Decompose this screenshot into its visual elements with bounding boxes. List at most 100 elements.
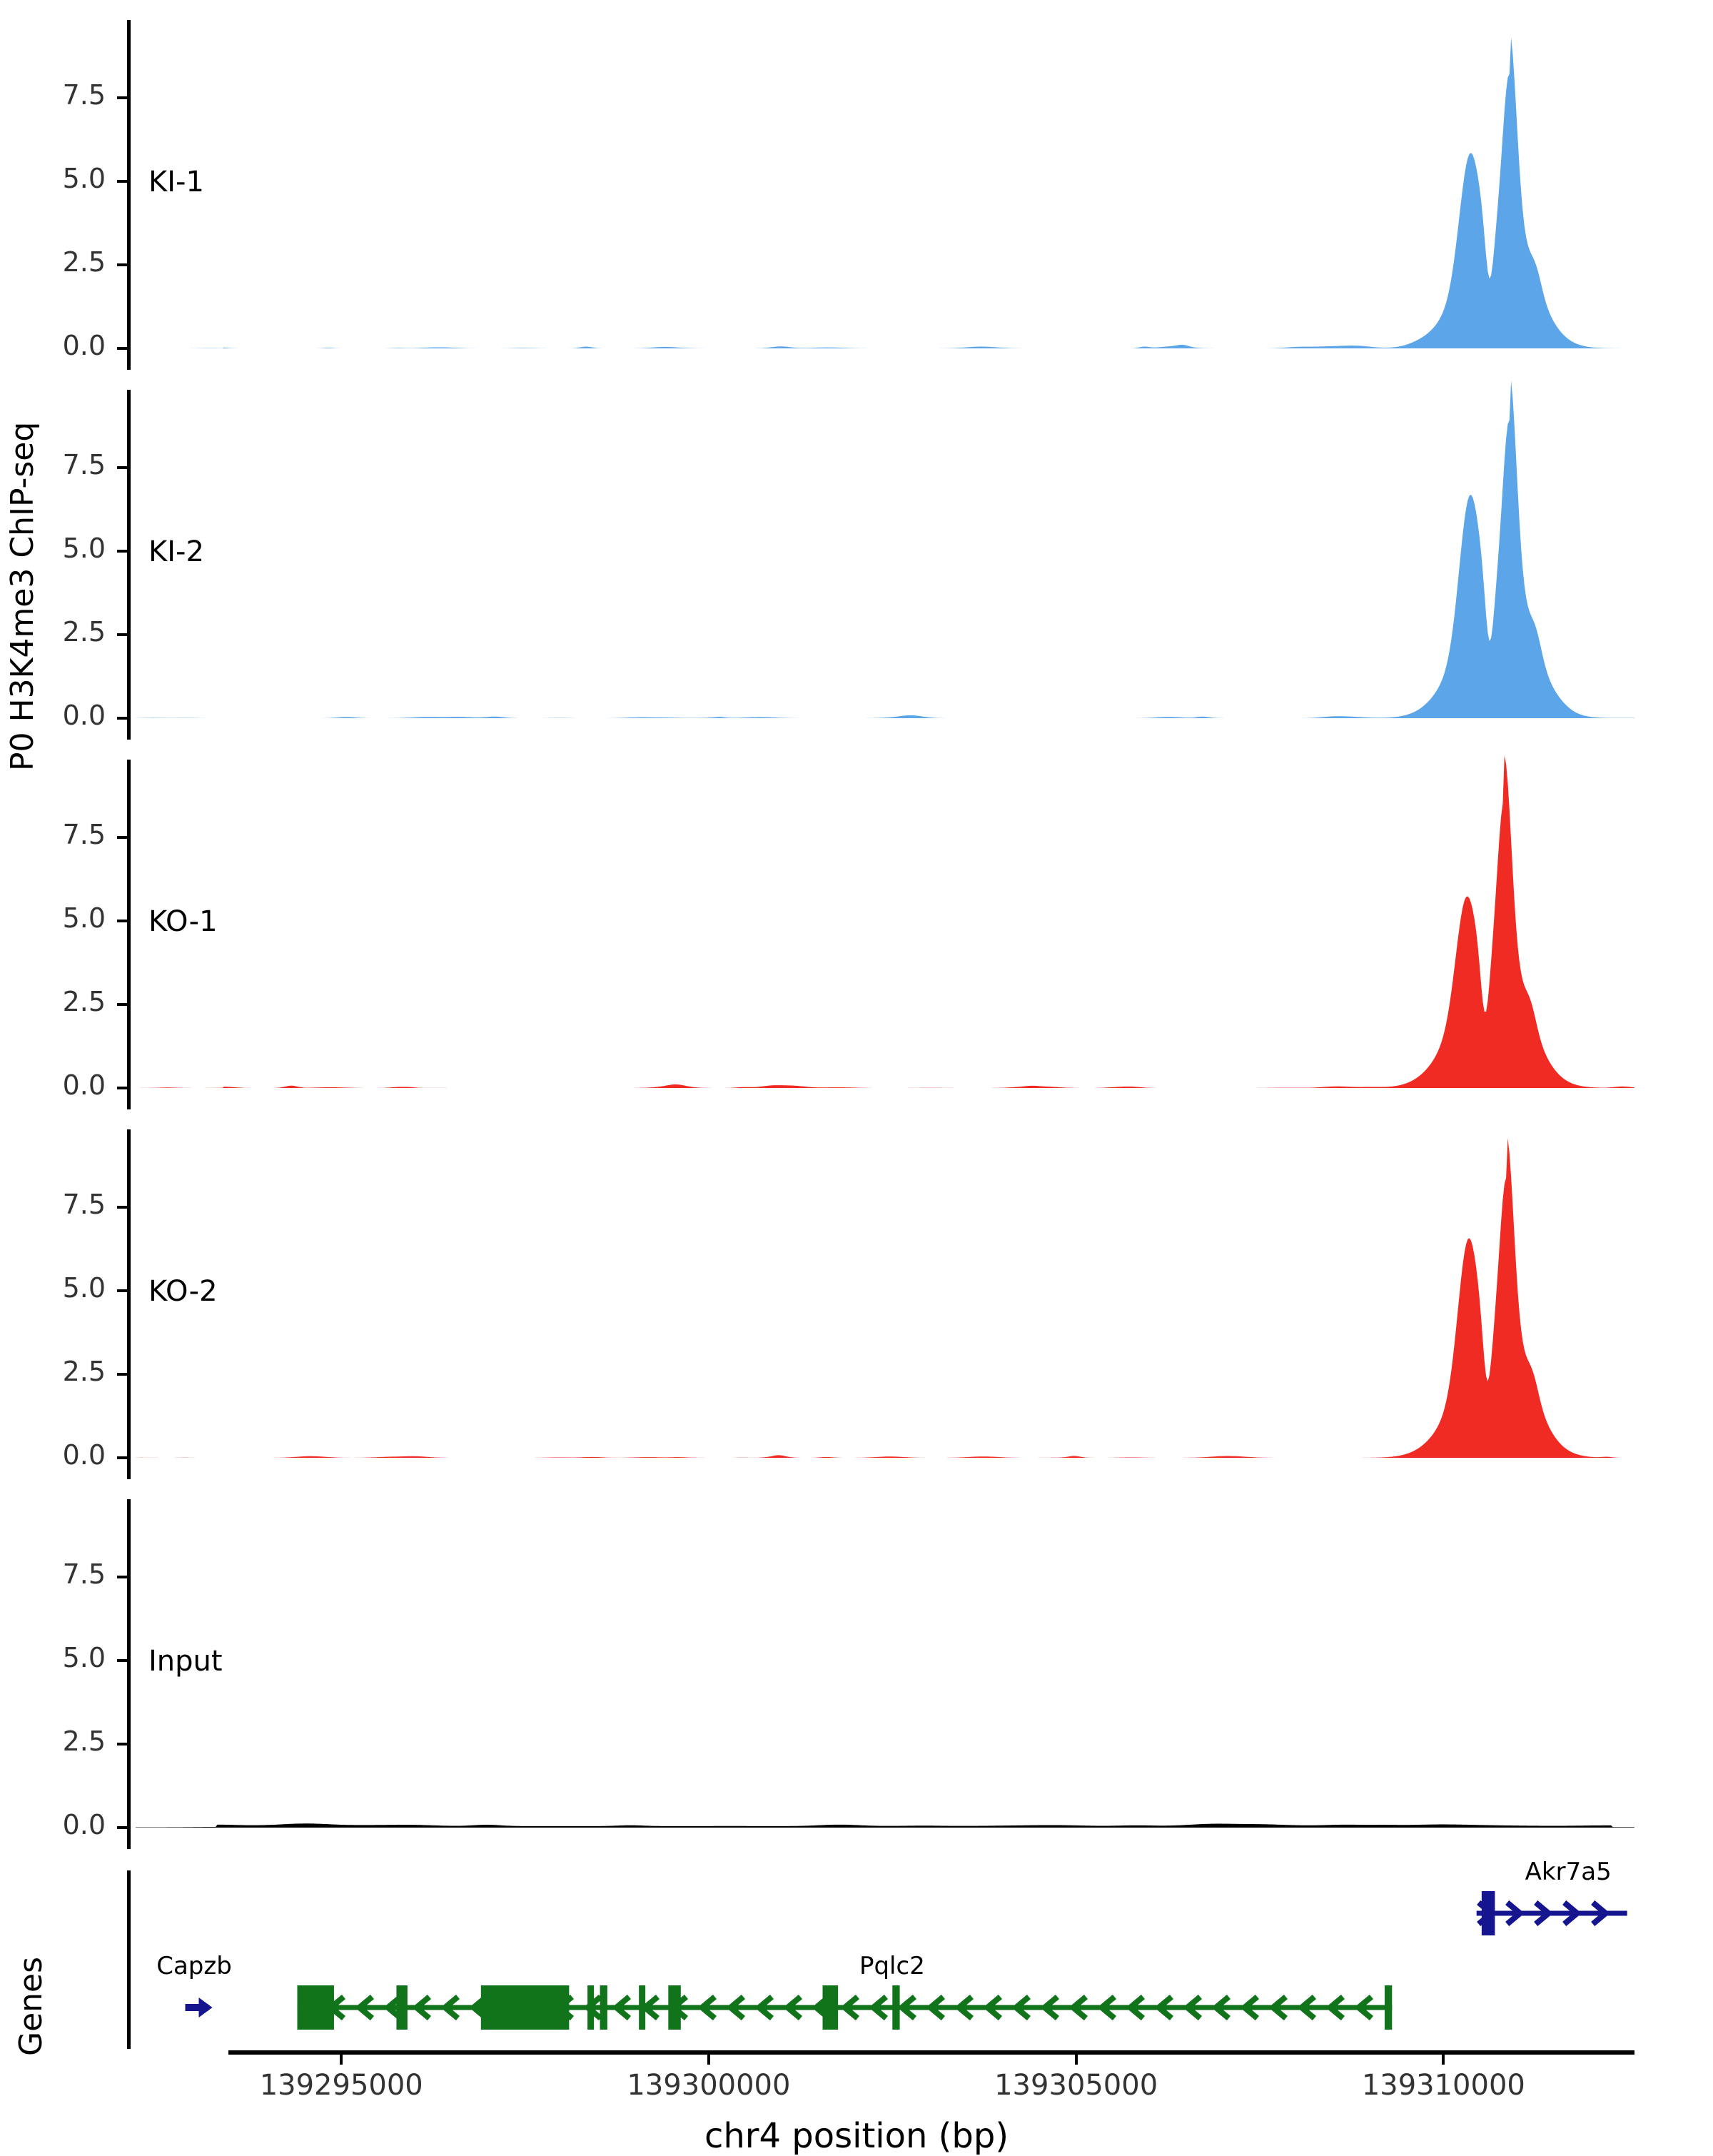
gene-label-pqlc2: Pqlc2 <box>859 1952 925 1980</box>
exon-block <box>600 1985 607 2030</box>
y-tick <box>117 550 127 553</box>
strand-arrow-icon <box>1591 1900 1610 1927</box>
y-axis-spine <box>127 1129 131 1479</box>
y-tick <box>117 920 127 923</box>
y-tick <box>117 263 127 267</box>
strand-arrow-icon <box>897 1994 917 2021</box>
y-tick-label: 0.0 <box>62 1809 106 1840</box>
gene-label-capzb: Capzb <box>156 1952 232 1980</box>
strand-arrow-icon <box>726 1994 746 2021</box>
exon-block <box>297 1985 334 2030</box>
y-tick-label: 5.0 <box>62 902 106 935</box>
exon-block <box>639 1985 646 2030</box>
exon-block <box>1385 1985 1393 2030</box>
y-axis-spine <box>127 20 131 370</box>
y-tick <box>117 1659 127 1663</box>
x-tick-label: 139295000 <box>259 2069 423 2102</box>
y-tick <box>117 1373 127 1376</box>
x-tick <box>707 2055 710 2065</box>
strand-arrow-icon <box>1126 1994 1146 2021</box>
x-tick <box>1074 2055 1078 2065</box>
x-tick <box>340 2055 343 2065</box>
y-tick-label: 5.0 <box>62 533 106 565</box>
y-tick <box>117 1289 127 1293</box>
strand-arrow-icon <box>926 1994 946 2021</box>
exon-block <box>587 1985 595 2030</box>
genes-axis-spine <box>127 1870 131 2049</box>
y-tick <box>117 1003 127 1007</box>
y-tick-label: 7.5 <box>62 1189 106 1221</box>
gene-model-akr7a5[interactable] <box>1476 1891 1627 1935</box>
strand-arrow-icon <box>954 1994 974 2021</box>
y-tick-label: 7.5 <box>62 819 106 851</box>
y-tick <box>117 1456 127 1459</box>
strand-arrow-icon <box>1325 1994 1345 2021</box>
strand-arrow-icon <box>1534 1900 1553 1927</box>
x-axis-title: chr4 position (bp) <box>704 2116 1009 2156</box>
strand-arrow-icon <box>1562 1900 1582 1927</box>
exon-block <box>1481 1891 1495 1935</box>
strand-arrow-icon <box>1505 1900 1525 1927</box>
y-tick <box>117 1743 127 1746</box>
y-axis-spine <box>127 390 131 740</box>
y-tick <box>117 1576 127 1579</box>
y-tick-label: 2.5 <box>62 616 106 648</box>
exon-block <box>668 1985 681 2030</box>
y-tick <box>117 347 127 350</box>
y-tick-label: 0.0 <box>62 330 106 361</box>
exon-block <box>396 1985 408 2030</box>
strand-arrow-icon <box>1354 1994 1374 2021</box>
y-tick <box>117 96 127 100</box>
y-tick-label: 7.5 <box>62 79 106 111</box>
strand-arrow-icon <box>1211 1994 1231 2021</box>
y-tick-label: 5.0 <box>62 1642 106 1674</box>
y-tick <box>117 836 127 840</box>
y-tick <box>117 717 127 720</box>
y-tick <box>117 633 127 637</box>
exon-block <box>822 1985 839 2030</box>
strand-arrow-icon <box>440 1994 460 2021</box>
strand-arrow-icon <box>1183 1994 1203 2021</box>
strand-arrow-icon <box>1297 1994 1317 2021</box>
y-tick-label: 0.0 <box>62 1069 106 1101</box>
y-tick-label: 0.0 <box>62 700 106 731</box>
strand-arrow-icon <box>869 1994 889 2021</box>
x-tick-label: 139310000 <box>1361 2069 1525 2102</box>
strand-arrow-icon <box>1154 1994 1174 2021</box>
gene-model-capzb[interactable] <box>185 1998 213 2018</box>
gene-model-pqlc2[interactable] <box>297 1985 1393 2030</box>
strand-arrow-icon <box>783 1994 803 2021</box>
strand-arrow-icon <box>1097 1994 1117 2021</box>
strand-arrow-icon <box>983 1994 1003 2021</box>
x-axis-line <box>228 2050 1634 2055</box>
strand-arrow-icon <box>412 1994 432 2021</box>
strand-arrow-icon <box>1268 1994 1288 2021</box>
y-tick-label: 5.0 <box>62 163 106 195</box>
gene-label-akr7a5: Akr7a5 <box>1525 1858 1612 1886</box>
exon-block <box>480 1985 570 2030</box>
strand-arrow-icon <box>1240 1994 1260 2021</box>
strand-arrow-icon <box>198 1998 213 2018</box>
strand-arrow-icon <box>1068 1994 1088 2021</box>
strand-arrow-icon <box>754 1994 774 2021</box>
strand-arrow-icon <box>1011 1994 1031 2021</box>
strand-arrow-icon <box>1040 1994 1060 2021</box>
y-tick-label: 2.5 <box>62 246 106 278</box>
y-tick-label: 0.0 <box>62 1439 106 1471</box>
y-tick-label: 2.5 <box>62 986 106 1018</box>
y-tick <box>117 1826 127 1829</box>
strand-arrow-icon <box>355 1994 375 2021</box>
strand-arrow-icon <box>697 1994 717 2021</box>
y-tick-label: 2.5 <box>62 1356 106 1388</box>
y-tick <box>117 1087 127 1089</box>
strand-arrow-icon <box>612 1994 632 2021</box>
strand-arrow-icon <box>840 1994 860 2021</box>
y-tick-label: 5.0 <box>62 1272 106 1304</box>
y-axis-spine <box>127 1499 131 1849</box>
y-tick-label: 7.5 <box>62 1558 106 1591</box>
track-label-input: Input <box>148 1645 223 1678</box>
y-tick <box>117 1206 127 1209</box>
y-axis-spine <box>127 760 131 1109</box>
